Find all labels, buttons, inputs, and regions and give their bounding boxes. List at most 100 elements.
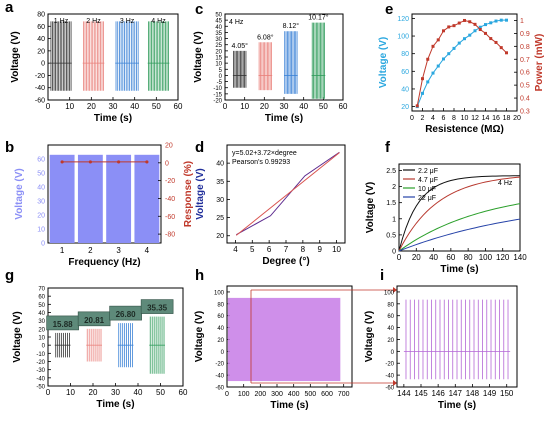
y-tick-label: 40: [37, 36, 45, 43]
y-tick-label: -60: [35, 98, 45, 105]
voltage-point: [457, 41, 461, 45]
x-tick-label: 30: [280, 102, 289, 111]
power-point: [468, 20, 472, 24]
x-tick-label: 50: [156, 388, 165, 397]
x-tick-label: 50: [152, 102, 161, 111]
annotation-label: 1 Hz: [54, 18, 69, 25]
power-point: [426, 57, 430, 61]
voltage-point: [473, 29, 477, 33]
response-point: [145, 160, 149, 164]
x-tick-label: 2: [421, 115, 425, 122]
power-point: [473, 22, 477, 26]
y-tick-label: 0: [42, 344, 46, 350]
x-tick-label: 4: [233, 245, 238, 254]
annotation-label: 4 Hz: [229, 19, 244, 26]
bar-mark: [49, 154, 75, 243]
x-tick-label: 6: [267, 245, 272, 254]
power-point: [415, 104, 419, 108]
x-tick-label: 0: [225, 391, 229, 398]
y2-tick-label: 0.4: [520, 96, 530, 103]
voltage-point: [484, 23, 487, 27]
y-tick-label: 0: [391, 350, 395, 356]
series-line: [236, 151, 340, 236]
annotation-label: 6.08°: [257, 33, 274, 41]
y-axis-label: Voltage (V): [378, 37, 389, 88]
voltage-point: [463, 37, 466, 41]
annotation-label: 8.12°: [283, 22, 300, 30]
multimeter-reading: 15.88: [53, 320, 74, 329]
y-tick-label: 100: [214, 290, 225, 296]
panel-g: 0 10 20 30 40 50 60 -50 -40 -30 -20 -10 0 10 20 30 40 50 6…: [12, 287, 188, 411]
y-tick-label: -40: [35, 85, 45, 92]
x-tick-label: 200: [254, 391, 266, 398]
power-point: [431, 44, 435, 48]
power-point: [442, 29, 445, 33]
legend-label: 2.2 μF: [418, 168, 438, 175]
panel-letter: f: [385, 139, 391, 156]
x-axis-label: Time (s): [440, 264, 478, 275]
y-axis-label: Voltage (V): [193, 31, 204, 82]
power-point: [489, 37, 493, 41]
x-axis-label: Time (s): [270, 400, 308, 411]
panel-letter: b: [5, 139, 14, 156]
voltage-point: [499, 18, 503, 22]
x-tick-label: 14: [482, 115, 490, 122]
x-tick-label: 20: [513, 115, 521, 122]
x-tick-label: 8: [301, 245, 306, 254]
y-tick-label: 40: [217, 326, 224, 332]
y-tick-label: 20: [216, 233, 224, 240]
x-axis-label: Time (s): [438, 400, 476, 411]
x-tick-label: 6: [442, 115, 446, 122]
y-tick-label: 100: [384, 290, 395, 296]
annotation-label: 10.17°: [308, 14, 329, 22]
y-tick-label: 0: [219, 74, 223, 80]
y2-tick-label: 0.3: [520, 109, 530, 116]
y-tick-label: 60: [37, 24, 45, 31]
x-tick-label: 50: [319, 102, 328, 111]
y-tick-label: 30: [37, 199, 45, 206]
x-tick-label: 40: [429, 253, 438, 262]
multimeter-reading: 26.80: [116, 310, 137, 319]
y-tick-label: -40: [36, 376, 45, 382]
x-tick-label: 60: [179, 388, 188, 397]
y-tick-label: -40: [215, 374, 224, 380]
panel-b: 1 2 3 40102030405060-80-60-40-20020Frequenc…: [14, 143, 194, 269]
x-tick-label: 145: [414, 389, 428, 398]
y-tick-label: 80: [37, 12, 45, 19]
x-tick-label: 100: [238, 391, 250, 398]
annotation-label: 4.05°: [232, 42, 249, 50]
voltage-point: [442, 57, 445, 61]
y-axis-label: Voltage (V): [365, 182, 376, 233]
y-tick-label: 10: [38, 336, 45, 342]
y-tick-label: -5: [217, 80, 223, 86]
x-tick-label: 140: [513, 253, 527, 262]
y-tick-label: 5: [219, 68, 223, 74]
panel-f: 0 20 40 60 80 100 120 140 0 0.5 1 1.5 2 2.5 Time (s) Vo…: [365, 163, 527, 275]
y2-tick-label: 1: [520, 18, 524, 25]
plot-frame: [411, 13, 518, 112]
power-point: [447, 25, 451, 29]
voltage-point: [489, 21, 493, 25]
y-tick-label: 60: [38, 295, 45, 301]
plot-frame: [47, 13, 179, 101]
annotation-label: 2 Hz: [86, 18, 101, 25]
y-tick-label: 20: [38, 327, 45, 333]
y-tick-label: 60: [387, 314, 394, 320]
x-tick-label: 3: [116, 246, 121, 255]
y2-tick-label: 0.8: [520, 44, 530, 51]
bar-mark: [77, 154, 103, 243]
y-tick-label: 35: [215, 31, 222, 37]
y2-tick-label: -20: [165, 178, 175, 185]
y-axis-label: Voltage (V): [195, 168, 206, 219]
x-tick-label: 2: [88, 246, 93, 255]
panel-letter: i: [380, 267, 384, 284]
annotation-label: Pearson's 0.99293: [232, 159, 290, 166]
y-tick-label: -20: [36, 360, 45, 366]
y-axis-label: Voltage (V): [12, 311, 23, 362]
plot-frame: [398, 163, 521, 252]
x-tick-label: 4: [431, 115, 435, 122]
x-axis-label: Time (s): [96, 399, 134, 410]
x-tick-label: 100: [479, 253, 493, 262]
charging-curve: [398, 218, 521, 252]
x-tick-label: 20: [412, 253, 421, 262]
